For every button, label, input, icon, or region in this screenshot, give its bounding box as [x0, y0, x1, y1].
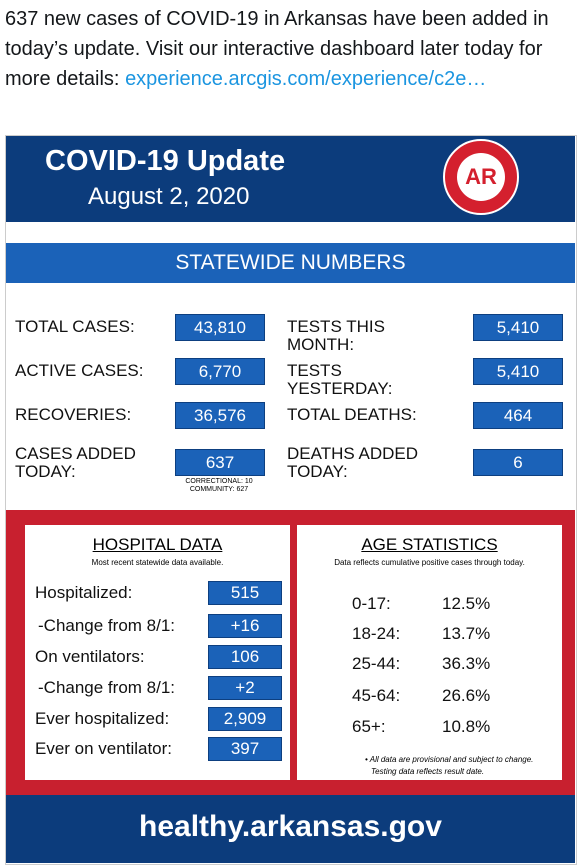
hospital-label: Ever on ventilator: [35, 739, 173, 758]
stat-label: TESTS THIS MONTH: [287, 317, 385, 354]
note: Testing data reflects result date. [371, 767, 485, 776]
age-value: 13.7% [442, 624, 491, 643]
stat-value: 5,410 [473, 358, 563, 385]
stat-value: 637 [175, 449, 265, 476]
age-value: 36.3% [442, 654, 491, 673]
hospital-label: Ever hospitalized: [35, 709, 170, 728]
age-label: 25-44: [352, 654, 401, 673]
stat-label: RECOVERIES: [15, 405, 132, 424]
note: CORRECTIONAL: 10 [185, 478, 253, 485]
title: COVID-19 Update [45, 145, 286, 177]
footer-url: healthy.arkansas.gov [6, 795, 575, 863]
stat-value: 36,576 [175, 402, 265, 429]
hospital-value: 106 [208, 645, 282, 669]
date: August 2, 2020 [88, 183, 250, 210]
hospital-value: +2 [208, 676, 282, 700]
tweet-text: 637 new cases of COVID-19 in Arkansas ha… [5, 4, 577, 94]
panel-title: HOSPITAL DATA [92, 535, 223, 554]
stat-label: TOTAL CASES: [15, 317, 135, 336]
panel-title: AGE STATISTICS [361, 535, 498, 554]
logo-text: AR [457, 153, 505, 201]
panel-subtitle: Most recent statewide data available. [91, 558, 224, 567]
stat-value: 6 [473, 449, 563, 476]
cases-note: CORRECTIONAL: 10 COMMUNITY: 627 [175, 478, 263, 494]
note: • All data are provisional and subject t… [365, 755, 534, 764]
stat-value: 464 [473, 402, 563, 429]
stat-label: ACTIVE CASES: [15, 361, 144, 380]
stat-label: TOTAL DEATHS: [287, 405, 417, 424]
age-label: 45-64: [352, 686, 401, 705]
age-label: 18-24: [352, 624, 401, 643]
hospital-label: -Change from 8/1: [38, 678, 176, 697]
age-label: 0-17: [352, 594, 391, 613]
hospital-value: 397 [208, 737, 282, 761]
hospital-label: On ventilators: [35, 647, 145, 666]
hospital-value: +16 [208, 614, 282, 638]
panel-subtitle: Data reflects cumulative positive cases … [334, 558, 525, 567]
hospital-value: 515 [208, 581, 282, 605]
section-title: STATEWIDE NUMBERS [6, 243, 575, 283]
age-label: 65+: [352, 717, 386, 736]
stat-label: DEATHS ADDED TODAY: [287, 444, 418, 481]
age-value: 12.5% [442, 594, 491, 613]
age-value: 10.8% [442, 717, 491, 736]
age-value: 26.6% [442, 686, 491, 705]
tweet-link[interactable]: experience.arcgis.com/experience/c2e… [125, 68, 487, 90]
note: COMMUNITY: 627 [189, 486, 249, 493]
stat-value: 43,810 [175, 314, 265, 341]
stat-label: TESTS YESTERDAY: [287, 361, 393, 398]
tweet-body: 637 new cases of COVID-19 in Arkansas ha… [5, 8, 549, 90]
logo: AR [443, 139, 519, 215]
stat-value: 6,770 [175, 358, 265, 385]
age-panel [297, 525, 562, 780]
hospital-label: Hospitalized: [35, 583, 133, 602]
hospital-value: 2,909 [208, 707, 282, 731]
hospital-label: -Change from 8/1: [38, 616, 176, 635]
stat-value: 5,410 [473, 314, 563, 341]
stat-label: CASES ADDED TODAY: [15, 444, 136, 481]
